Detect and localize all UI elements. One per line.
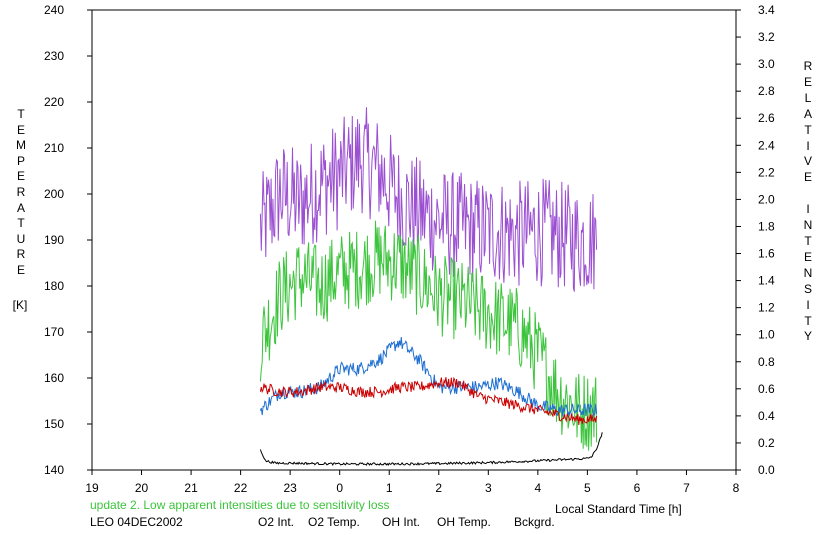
y-right-tick-label: 2.4	[758, 138, 775, 152]
x-tick-label: 2	[435, 481, 442, 495]
y-right-tick-label: 2.2	[758, 165, 775, 179]
y-left-tick-label: 210	[44, 141, 64, 155]
series-line-o2temp	[259, 107, 598, 292]
series-line-ohint	[259, 376, 598, 425]
series-layer	[259, 107, 603, 467]
x-tick-label: 1	[386, 481, 393, 495]
y-right-tick-label: 0.4	[758, 409, 775, 423]
x-tick-label: 6	[634, 481, 641, 495]
legend-o2-temp: O2 Temp.	[308, 515, 360, 529]
y-left-tick-label: 240	[44, 3, 64, 17]
x-tick-label: 8	[733, 481, 740, 495]
y-right-tick-label: 1.6	[758, 247, 775, 261]
y-right-tick-label: 1.8	[758, 219, 775, 233]
x-tick-label: 23	[283, 481, 297, 495]
y-right-tick-label: 3.2	[758, 30, 775, 44]
series-line-o2int	[259, 337, 598, 418]
x-axis-label: Local Standard Time [h]	[555, 502, 682, 516]
x-tick-label: 7	[683, 481, 690, 495]
y-left-tick-label: 220	[44, 95, 64, 109]
y-right-tick-label: 2.0	[758, 192, 775, 206]
x-tick-label: 0	[336, 481, 343, 495]
y-left-tick-label: 150	[44, 417, 64, 431]
y-left-tick-label: 230	[44, 49, 64, 63]
legend-oh-temp: OH Temp.	[437, 515, 491, 529]
y-right-tick-label: 2.6	[758, 111, 775, 125]
y-left-tick-labels: 140 150 160 170 180 190 200 210 220 230 240	[44, 3, 92, 477]
x-tick-label: 22	[234, 481, 248, 495]
note-text: update 2. Low apparent intensities due t…	[90, 498, 390, 512]
y-right-tick-label: 0.2	[758, 436, 775, 450]
legend-oh-int: OH Int.	[382, 515, 421, 529]
x-tick-label: 19	[85, 481, 99, 495]
legend-bckgrd: Bckgrd.	[514, 515, 555, 529]
y-left-axis-unit: [K]	[12, 298, 28, 312]
y-left-tick-label: 190	[44, 233, 64, 247]
legend-o2-int: O2 Int.	[258, 515, 295, 529]
y-right-tick-label: 2.8	[758, 84, 775, 98]
y-right-tick-label: 1.0	[758, 328, 775, 342]
y-left-tick-label: 170	[44, 325, 64, 339]
y-right-tick-label: 3.4	[758, 3, 775, 17]
x-tick-label: 21	[184, 481, 198, 495]
x-tick-label: 3	[485, 481, 492, 495]
y-left-tick-label: 140	[44, 463, 64, 477]
y-left-tick-label: 180	[44, 279, 64, 293]
x-tick-label: 20	[135, 481, 149, 495]
y-right-tick-labels: 0.0 0.2 0.4 0.6 0.8 1.0 1.2 1.4 1.6 1.8 2.0 2.2 2.4 2…	[736, 3, 775, 477]
series-line-bckgrd	[259, 432, 603, 467]
series-line-ohtemp	[259, 220, 598, 451]
y-right-tick-label: 1.4	[758, 274, 775, 288]
y-right-tick-label: 1.2	[758, 301, 775, 315]
station-label: LEO 04DEC2002	[90, 515, 183, 529]
x-tick-label: 4	[535, 481, 542, 495]
y-right-tick-label: 0.8	[758, 355, 775, 369]
y-left-tick-label: 160	[44, 371, 64, 385]
y-left-tick-label: 200	[44, 187, 64, 201]
x-tick-labels: 19 20 21 22 23 0 1 2 3 4 5 6 7 8	[85, 470, 740, 495]
x-tick-label: 5	[584, 481, 591, 495]
y-right-tick-label: 0.6	[758, 382, 775, 396]
y-right-tick-label: 0.0	[758, 463, 775, 477]
y-right-tick-label: 3.0	[758, 57, 775, 71]
